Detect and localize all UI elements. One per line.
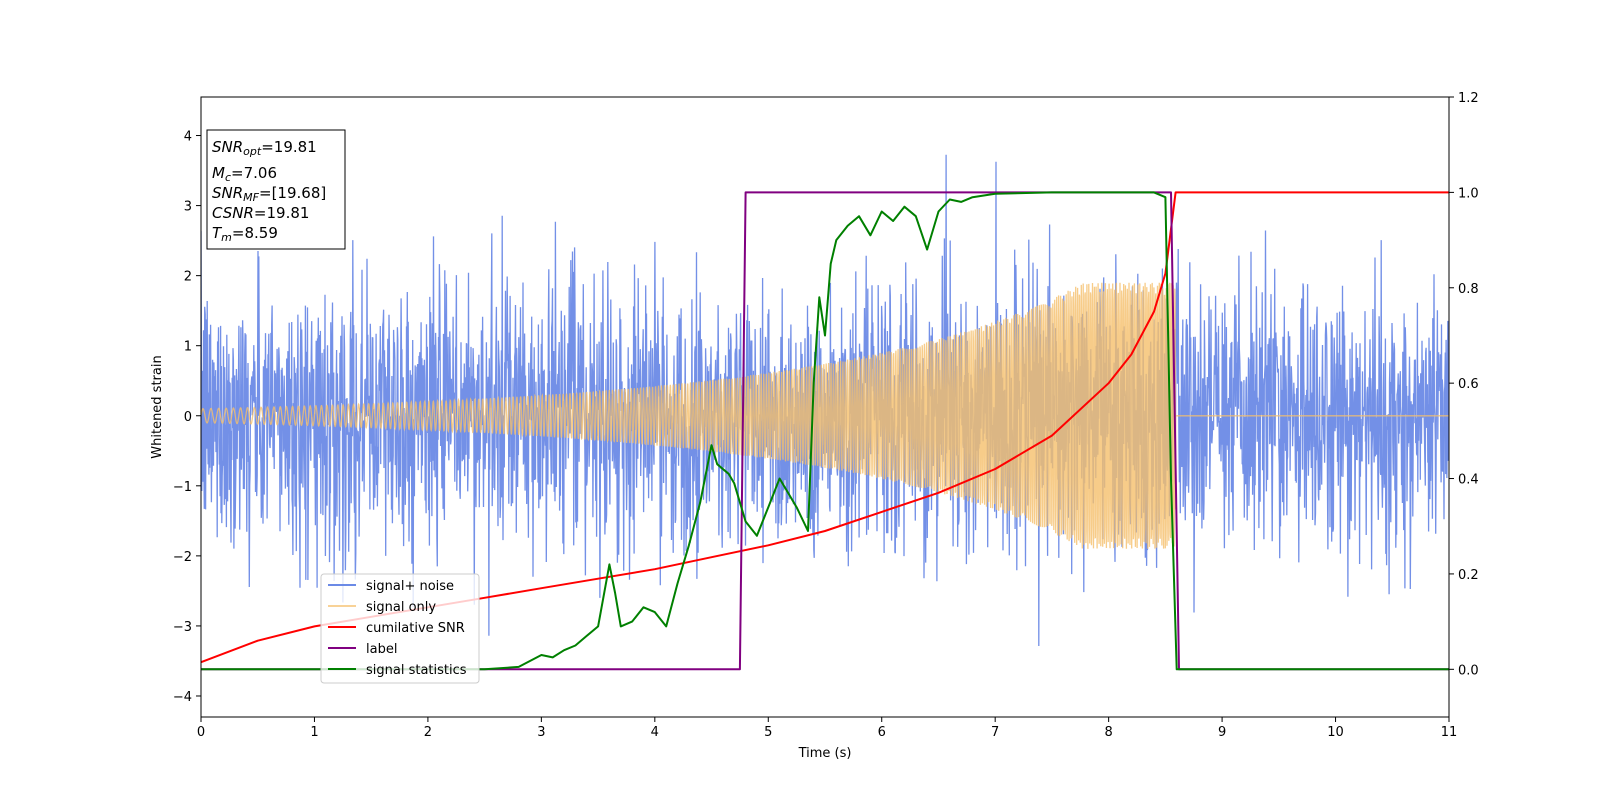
legend-label: label (366, 642, 397, 657)
info-symbol: M (212, 164, 225, 182)
legend-label: signal statistics (366, 663, 467, 678)
info-subscript: MF (243, 191, 259, 204)
y-tick-label: 4 (184, 130, 192, 145)
x-axis: 0 1 2 3 4 5 6 7 8 9 10 11 (197, 717, 1457, 740)
info-line: CSNR=19.81 (212, 204, 309, 222)
y-axis: −4 −3 −2 −1 0 1 2 3 4 (173, 130, 201, 705)
legend-label: cumilative SNR (366, 621, 465, 636)
info-line: SNRopt=19.81 (212, 138, 317, 158)
info-value: =7.06 (231, 164, 277, 182)
series-signal-only (201, 282, 1449, 549)
info-line: Mc=7.06 (212, 164, 277, 184)
y2-tick-label: 0.4 (1458, 473, 1479, 488)
x-tick-label: 10 (1327, 725, 1344, 740)
y2-tick-label: 0.0 (1458, 663, 1479, 678)
legend-frame (320, 573, 480, 684)
x-tick-label: 5 (764, 725, 772, 740)
x-tick-label: 1 (310, 725, 318, 740)
info-symbol: SNR (212, 138, 243, 156)
info-line: Tm=8.59 (212, 224, 278, 244)
y2-tick-label: 1.2 (1458, 91, 1479, 106)
x-tick-label: 2 (424, 725, 432, 740)
info-symbol: T (212, 224, 223, 242)
y-axis-label: Whitened strain (150, 355, 165, 458)
y-tick-label: −2 (173, 550, 192, 565)
x-axis-label: Time (s) (798, 746, 852, 761)
y2-axis: 0.0 0.2 0.4 0.6 0.8 1.0 1.2 (1449, 91, 1479, 678)
x-tick-label: 9 (1218, 725, 1226, 740)
legend-label: signal only (366, 600, 436, 615)
info-symbol: CSNR (212, 204, 254, 222)
y2-tick-label: 0.8 (1458, 282, 1479, 297)
y2-tick-label: 0.2 (1458, 568, 1479, 583)
y-tick-label: 2 (184, 270, 192, 285)
info-value: =8.59 (232, 224, 278, 242)
info-line: SNRMF=[19.68] (212, 184, 326, 204)
x-tick-label: 8 (1104, 725, 1112, 740)
info-subscript: c (225, 171, 231, 184)
y-tick-label: −3 (173, 620, 192, 635)
x-tick-label: 0 (197, 725, 205, 740)
x-tick-label: 11 (1441, 725, 1458, 740)
info-value: =[19.68] (259, 184, 326, 202)
plot-frame (200, 96, 1450, 718)
y-tick-label: 0 (184, 410, 192, 425)
info-symbol: SNR (212, 184, 243, 202)
info-box: SNRopt=19.81Mc=7.06SNRMF=[19.68]CSNR=19.… (206, 129, 346, 250)
info-value: =19.81 (261, 138, 317, 156)
series-signal-statistics (201, 191, 1449, 671)
info-subscript: m (221, 231, 232, 244)
x-tick-label: 3 (537, 725, 545, 740)
y-tick-label: 1 (184, 340, 192, 355)
y-tick-label: −1 (173, 480, 192, 495)
legend-label: signal+ noise (366, 579, 454, 594)
info-box-frame (206, 129, 346, 250)
info-value: =19.81 (254, 204, 310, 222)
info-subscript: opt (243, 145, 262, 158)
x-tick-label: 6 (878, 725, 886, 740)
y2-tick-label: 0.6 (1458, 377, 1479, 392)
x-tick-label: 4 (651, 725, 659, 740)
y-tick-label: −4 (173, 690, 192, 705)
x-tick-label: 7 (991, 725, 999, 740)
y2-tick-label: 1.0 (1458, 186, 1479, 201)
legend: signal+ noise signal only cumilative SNR la… (320, 573, 480, 684)
y-tick-label: 3 (184, 200, 192, 215)
